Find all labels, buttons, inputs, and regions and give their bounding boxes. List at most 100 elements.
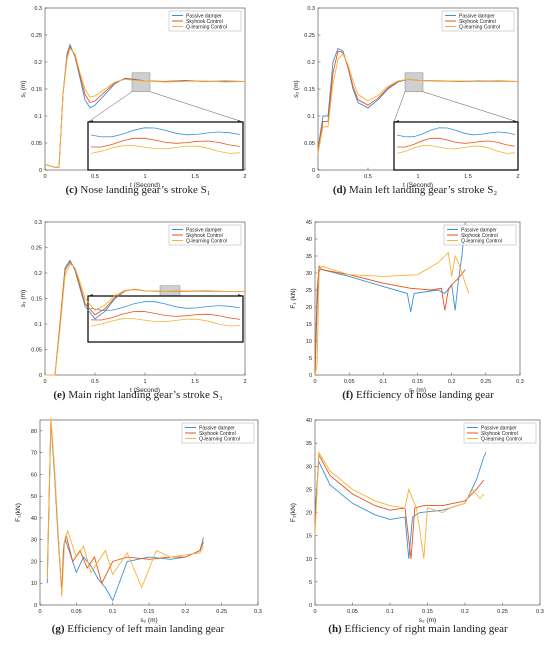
y-tick-label: 45	[306, 220, 312, 226]
panel-caption: (f) Efficiency of nose landing gear	[342, 389, 494, 401]
y-tick-label: 0.2	[34, 60, 42, 66]
y-tick-label: 40	[31, 516, 37, 522]
x-tick-label: 0.3	[516, 379, 524, 385]
y-tick-label: 0	[39, 373, 42, 379]
y-tick-label: 0	[309, 603, 312, 609]
x-tick-label: 0.15	[422, 609, 433, 615]
y-axis-label: F₁ (kN)	[290, 288, 297, 308]
x-tick-label: 0.1	[386, 609, 394, 615]
y-tick-label: 0.05	[31, 141, 42, 147]
y-tick-label: 5	[309, 580, 312, 586]
y-tick-label: 30	[306, 464, 312, 470]
x-tick-label: 1	[143, 174, 146, 180]
x-tick-label: 2	[243, 174, 246, 180]
legend-label: Q-learning Control	[461, 238, 502, 244]
panel-caption: (e) Main right landing gear’s stroke S₃	[53, 389, 222, 401]
zoom-selection	[132, 73, 150, 92]
plot-area	[40, 420, 258, 605]
y-axis-label: F₂(kN)	[15, 503, 22, 522]
x-tick-label: 0.1	[109, 609, 117, 615]
x-tick-label: 0.05	[71, 609, 82, 615]
x-tick-label: 0.3	[254, 609, 262, 615]
y-tick-label: 0.1	[307, 114, 315, 120]
x-tick-label: 0.1	[380, 379, 388, 385]
x-tick-label: 0.05	[347, 609, 358, 615]
y-tick-label: 0.15	[304, 87, 315, 93]
y-tick-label: 15	[306, 534, 312, 540]
y-tick-label: 0	[309, 373, 312, 379]
x-tick-label: 1.5	[191, 174, 199, 180]
y-tick-label: 0	[312, 168, 315, 174]
legend-label: Q-learning Control	[199, 436, 240, 442]
y-tick-label: 40	[306, 418, 312, 424]
y-axis-label: F₃(kN)	[290, 503, 297, 522]
legend-label: Q-learning Control	[186, 24, 227, 30]
panel-caption: (c) Nose landing gear’s stroke S₁	[65, 184, 210, 196]
y-tick-label: 0.15	[31, 297, 42, 303]
y-tick-label: 70	[31, 451, 37, 457]
y-tick-label: 30	[31, 538, 37, 544]
y-tick-label: 0.1	[34, 322, 42, 328]
y-tick-label: 15	[306, 322, 312, 328]
x-tick-label: 1	[143, 379, 146, 385]
y-tick-label: 20	[31, 559, 37, 565]
y-tick-label: 35	[306, 441, 312, 447]
y-tick-label: 20	[306, 511, 312, 517]
x-tick-label: 0	[316, 174, 319, 180]
legend-label: Q-learning Control	[481, 436, 522, 442]
y-tick-label: 10	[306, 339, 312, 345]
y-tick-label: 20	[306, 305, 312, 311]
y-tick-label: 0.05	[31, 348, 42, 354]
y-tick-label: 0.25	[304, 33, 315, 39]
y-axis-label: s₃ (m)	[20, 290, 27, 307]
x-tick-label: 0.5	[91, 174, 99, 180]
y-tick-label: 80	[31, 429, 37, 435]
y-tick-label: 25	[306, 288, 312, 294]
y-tick-label: 0.3	[34, 220, 42, 226]
y-tick-label: 0.1	[34, 114, 42, 120]
y-tick-label: 0.3	[34, 6, 42, 12]
x-tick-label: 0.5	[364, 174, 372, 180]
x-tick-label: 0	[313, 609, 316, 615]
y-tick-label: 0.2	[34, 271, 42, 277]
y-axis-label: s₁ (m)	[20, 81, 27, 98]
x-tick-label: 0	[43, 174, 46, 180]
y-axis-label: s₂ (m)	[293, 80, 300, 97]
x-tick-label: 0.15	[412, 379, 423, 385]
y-tick-label: 30	[306, 271, 312, 277]
x-tick-label: 0	[43, 379, 46, 385]
x-tick-label: 2	[243, 379, 246, 385]
panel-caption: (h) Efficiency of right main landing gea…	[328, 623, 508, 635]
panel-caption: (g) Efficiency of left main landing gear	[52, 623, 225, 635]
y-tick-label: 40	[306, 237, 312, 243]
panel-caption: (d) Main left landing gear’s stroke S₂	[333, 184, 497, 196]
x-tick-label: 0.2	[182, 609, 190, 615]
y-tick-label: 10	[31, 581, 37, 587]
x-tick-label: 0.2	[448, 379, 456, 385]
x-tick-label: 0	[313, 379, 316, 385]
y-tick-label: 35	[306, 254, 312, 260]
y-tick-label: 0.25	[31, 246, 42, 252]
y-tick-label: 10	[306, 557, 312, 563]
x-tick-label: 0.05	[344, 379, 355, 385]
zoom-inset	[88, 122, 243, 170]
zoom-inset	[394, 122, 518, 170]
x-tick-label: 0.25	[216, 609, 227, 615]
x-tick-label: 0.5	[91, 379, 99, 385]
x-tick-label: 0.3	[536, 609, 544, 615]
y-tick-label: 0	[34, 603, 37, 609]
y-tick-label: 0	[39, 168, 42, 174]
legend-label: Q-learning Control	[186, 238, 227, 244]
